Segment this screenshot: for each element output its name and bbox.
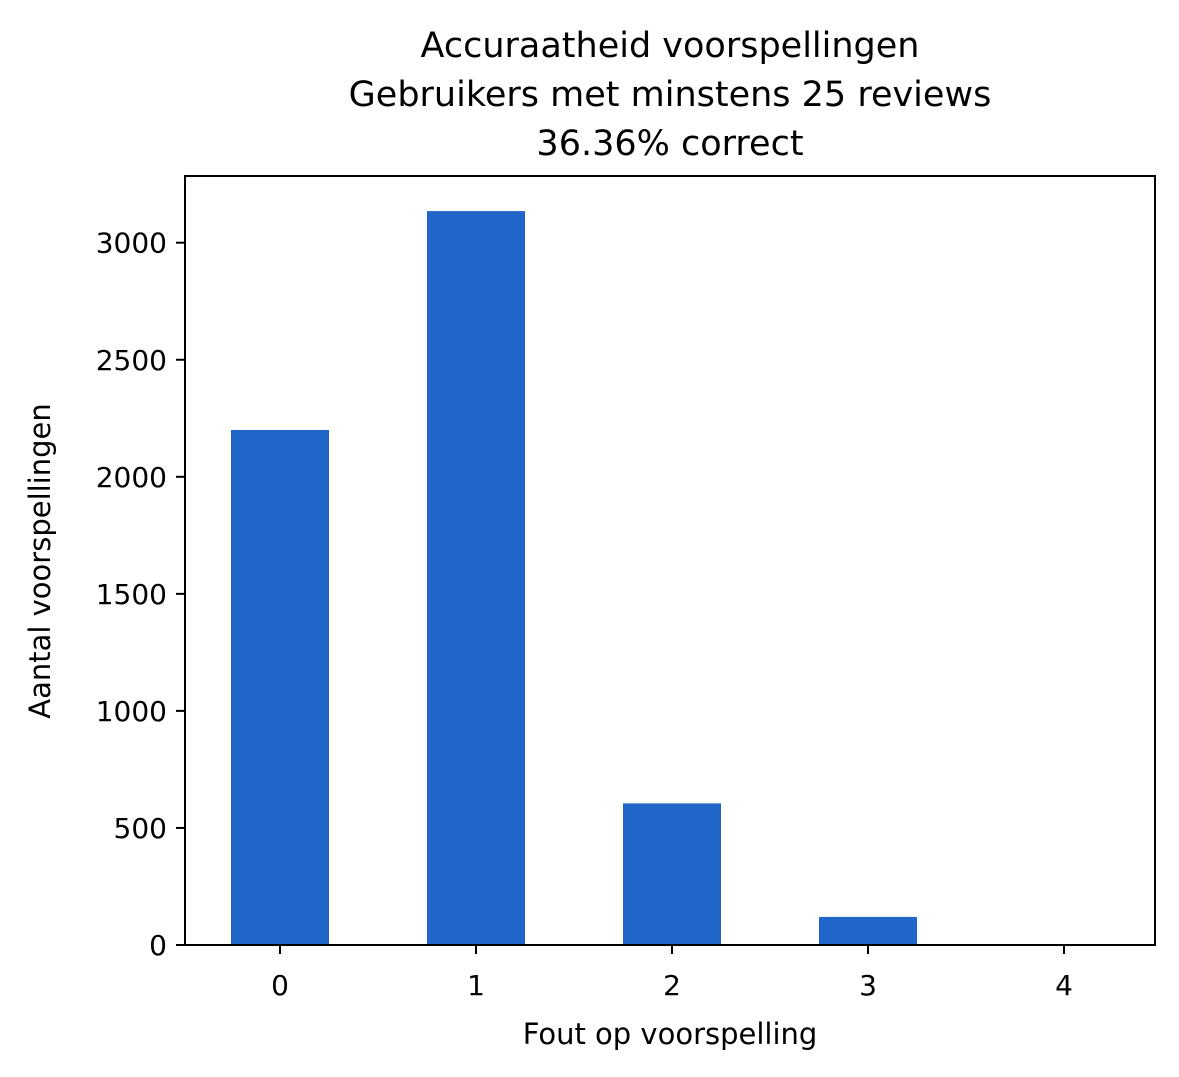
y-tick-label: 3000 [96,227,167,260]
chart-title-line-1: Accuraatheid voorspellingen [421,26,920,66]
bar-3 [819,916,917,945]
bar-1 [427,211,525,945]
x-tick-label: 1 [467,969,485,1002]
y-tick-label: 0 [149,929,167,962]
y-tick-label: 1500 [96,578,167,611]
x-tick-label: 2 [663,969,681,1002]
x-axis-label: Fout op voorspelling [523,1017,818,1051]
chart-title-line-2: Gebruikers met minstens 25 reviews [349,75,992,115]
bars-group [231,211,1113,946]
chart-title-line-3: 36.36% correct [536,124,803,164]
y-tick-label: 500 [114,812,167,845]
x-tick-label: 0 [271,969,289,1002]
y-tick-label: 1000 [96,695,167,728]
x-tick-label: 4 [1055,969,1073,1002]
y-tick-label: 2500 [96,344,167,377]
bar-2 [623,803,721,945]
y-axis-label: Aantal voorspellingen [23,403,57,719]
plot-frame [184,175,1156,946]
y-axis-ticks: 0 500 1000 1500 2000 2500 3000 [96,227,185,962]
bar-0 [231,429,329,946]
x-tick-label: 3 [859,969,877,1002]
x-axis-ticks: 0 1 2 3 4 [271,945,1073,1002]
y-tick-label: 2000 [96,461,167,494]
